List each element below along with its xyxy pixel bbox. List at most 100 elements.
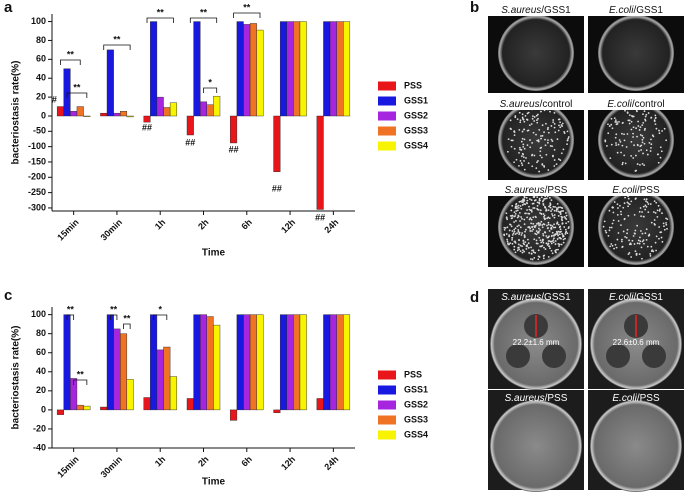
x-tick-label: 30min <box>99 217 124 242</box>
colony <box>639 236 641 239</box>
colony <box>532 249 535 252</box>
colony <box>553 209 556 212</box>
colony <box>604 140 607 143</box>
colony <box>635 109 638 112</box>
y-tick-label: 60 <box>36 347 46 357</box>
colony <box>563 215 566 218</box>
y-tick-label: -150 <box>28 156 46 166</box>
bar <box>83 405 91 411</box>
colony <box>521 116 524 119</box>
legend-label: GSS2 <box>404 110 428 120</box>
colony <box>556 233 559 235</box>
colony <box>529 146 532 149</box>
colony <box>521 217 523 220</box>
colony <box>644 115 647 118</box>
colony <box>522 153 525 156</box>
colony <box>538 236 541 239</box>
colony <box>647 211 650 214</box>
bar <box>286 314 294 411</box>
colony <box>537 139 540 141</box>
colony <box>552 121 555 124</box>
colony <box>524 241 527 244</box>
colony <box>561 232 563 235</box>
colony <box>560 237 562 240</box>
colony <box>560 152 563 155</box>
colony <box>539 223 542 226</box>
y-tick-label: 80 <box>36 35 46 45</box>
colony <box>537 117 539 120</box>
colony <box>567 226 570 228</box>
colony <box>566 232 569 235</box>
colony <box>603 220 606 223</box>
significance-mark: ** <box>110 304 118 314</box>
colony <box>541 244 544 247</box>
bar <box>316 398 324 411</box>
colony <box>551 140 554 142</box>
colony <box>548 230 551 232</box>
colony <box>514 227 517 230</box>
colony <box>530 218 533 221</box>
colony <box>643 129 646 131</box>
plate-condition: /GSS1 <box>541 5 571 16</box>
legend-label: GSS4 <box>404 429 428 439</box>
colony <box>526 119 529 121</box>
colony <box>552 119 555 121</box>
colony <box>557 210 560 213</box>
plate-condition: /GSS1 <box>633 5 663 16</box>
significance-bracket <box>153 314 168 320</box>
colony <box>554 226 557 229</box>
colony <box>545 209 548 212</box>
colony <box>518 146 521 149</box>
plate-species: E.coli <box>607 99 632 110</box>
colony <box>628 122 631 125</box>
colony <box>511 230 514 232</box>
legend-swatch <box>378 430 396 440</box>
colony <box>526 238 529 241</box>
colony <box>616 203 619 206</box>
significance-mark: ** <box>77 369 85 379</box>
colony <box>546 141 549 144</box>
colony <box>567 136 570 138</box>
colony <box>536 196 539 199</box>
colony <box>624 109 626 112</box>
panel-label: d <box>470 289 479 306</box>
colony <box>525 245 528 247</box>
plate-condition: /PSS <box>637 393 660 404</box>
colony <box>515 220 517 222</box>
colony <box>658 237 660 240</box>
y-tick-label: 20 <box>36 91 46 101</box>
colony <box>523 243 526 246</box>
bar <box>213 324 221 411</box>
colony <box>531 226 534 229</box>
colony <box>518 248 521 251</box>
colony <box>561 210 563 212</box>
colony <box>619 210 622 213</box>
significance-mark: ** <box>200 7 208 17</box>
colony <box>625 236 628 239</box>
bar <box>106 314 114 411</box>
colony <box>520 162 523 165</box>
colony <box>529 227 531 230</box>
bar <box>230 409 238 421</box>
inhibition-zone <box>642 344 666 368</box>
bar <box>63 68 71 117</box>
significance-mark: ** <box>67 49 75 59</box>
colony <box>544 205 546 208</box>
significance-bracket <box>73 379 88 385</box>
bar <box>120 333 128 411</box>
colony <box>644 232 647 235</box>
colony <box>621 246 624 249</box>
colony <box>562 235 565 238</box>
colony <box>533 154 536 157</box>
colony <box>534 251 537 254</box>
colony <box>610 243 613 245</box>
colony <box>550 227 552 230</box>
colony <box>510 145 513 148</box>
colony <box>509 119 512 122</box>
colony <box>544 144 547 147</box>
colony <box>659 156 662 159</box>
label-bg <box>488 184 584 196</box>
y-tick-label: 20 <box>36 385 46 395</box>
colony <box>529 139 531 141</box>
colony <box>663 127 666 130</box>
